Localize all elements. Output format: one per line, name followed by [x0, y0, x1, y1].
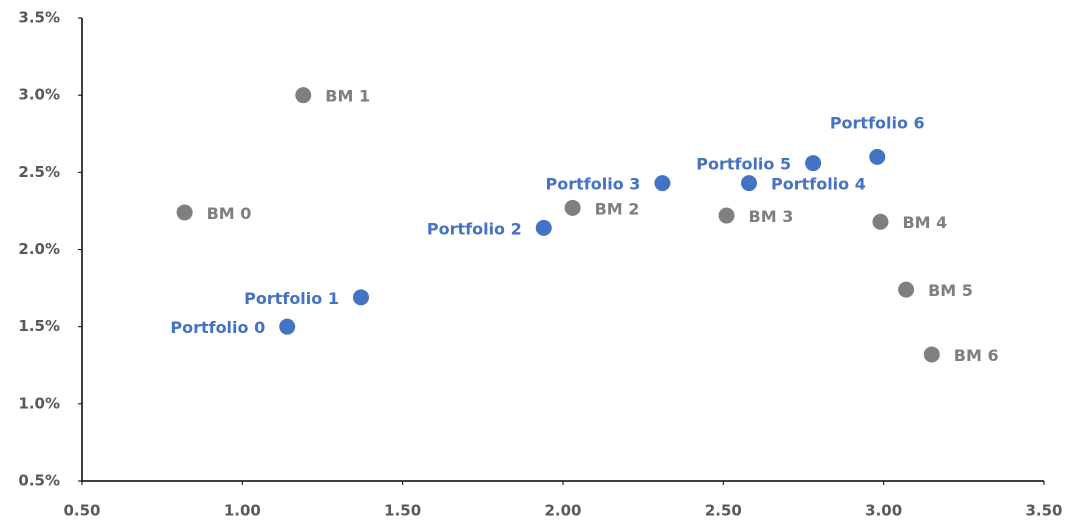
point — [898, 281, 915, 298]
point — [718, 207, 735, 224]
point — [176, 204, 193, 221]
y-tick-label: 2.5% — [18, 163, 60, 181]
point — [740, 175, 757, 192]
point-label: Portfolio 4 — [771, 175, 866, 194]
point — [805, 155, 822, 172]
point — [352, 289, 369, 306]
point-label: BM 4 — [902, 213, 947, 232]
x-tick-label: 2.00 — [544, 502, 581, 520]
x-tick-label: 1.00 — [224, 502, 261, 520]
point — [564, 199, 581, 216]
point-label: Portfolio 2 — [427, 219, 522, 238]
point-label: Portfolio 1 — [244, 289, 339, 308]
point — [872, 213, 889, 230]
point-label: Portfolio 5 — [696, 155, 791, 174]
y-tick-label: 3.5% — [18, 9, 60, 27]
x-tick-label: 1.50 — [384, 502, 421, 520]
point — [923, 346, 940, 363]
point-label: Portfolio 0 — [170, 318, 265, 337]
point-label: BM 3 — [749, 207, 794, 226]
x-tick-label: 2.50 — [705, 502, 742, 520]
point — [535, 219, 552, 236]
x-tick-label: 0.50 — [63, 502, 100, 520]
point-label: BM 1 — [325, 87, 370, 106]
x-tick-label: 3.50 — [1025, 502, 1062, 520]
point — [869, 148, 886, 165]
point — [654, 175, 671, 192]
point-label: BM 6 — [954, 346, 999, 365]
point-label: Portfolio 6 — [830, 113, 925, 132]
y-tick-label: 0.5% — [18, 472, 60, 490]
y-tick-label: 1.5% — [18, 317, 60, 335]
y-tick-label: 2.0% — [18, 240, 60, 258]
point-label: Portfolio 3 — [546, 175, 641, 194]
y-tick-label: 1.0% — [18, 394, 60, 412]
point-label: BM 0 — [207, 204, 252, 223]
point-label: BM 5 — [928, 281, 973, 300]
point-label: BM 2 — [595, 199, 640, 218]
y-tick-label: 3.0% — [18, 86, 60, 104]
point — [279, 318, 296, 335]
point — [295, 87, 312, 104]
x-tick-label: 3.00 — [865, 502, 902, 520]
